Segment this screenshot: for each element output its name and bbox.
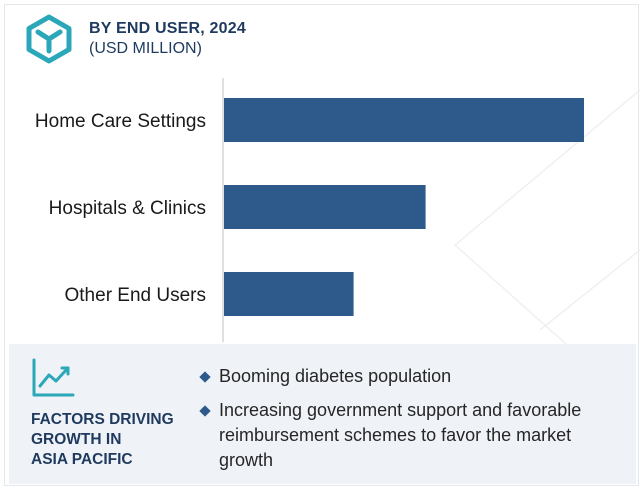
chart-subtitle: (USD MILLION) bbox=[89, 40, 202, 57]
list-item: Increasing government support and favora… bbox=[199, 398, 629, 473]
category-label: Other End Users bbox=[65, 285, 207, 306]
chart-title: BY END USER, 2024 bbox=[89, 20, 246, 37]
bar-group bbox=[224, 98, 584, 316]
factor-text: Booming diabetes population bbox=[219, 366, 452, 386]
category-label: Home Care Settings bbox=[35, 111, 206, 132]
factors-panel: FACTORS DRIVING GROWTH IN ASIA PACIFIC B… bbox=[9, 344, 636, 484]
trend-line-icon bbox=[32, 358, 75, 397]
factors-heading-line: ASIA PACIFIC bbox=[31, 451, 133, 468]
category-label-group: Home Care Settings Hospitals & Clinics Oth… bbox=[35, 111, 206, 306]
diamond-bullet-icon bbox=[199, 371, 211, 383]
bar-other-end-users bbox=[224, 272, 354, 316]
factors-heading-line: GROWTH IN bbox=[31, 431, 122, 448]
factors-heading: FACTORS DRIVING GROWTH IN ASIA PACIFIC bbox=[31, 410, 181, 470]
factor-text: Increasing government support and favora… bbox=[219, 400, 582, 470]
factors-list: Booming diabetes population Increasing g… bbox=[199, 364, 629, 482]
bar-chart: Home Care Settings Hospitals & Clinics Oth… bbox=[35, 78, 641, 344]
diamond-bullet-icon bbox=[199, 405, 211, 417]
bar-hospitals-clinics bbox=[224, 185, 426, 229]
list-item: Booming diabetes population bbox=[199, 364, 629, 389]
hexagon-logo-icon bbox=[26, 14, 72, 64]
bar-home-care-settings bbox=[224, 98, 584, 142]
factors-heading-line: FACTORS DRIVING bbox=[31, 411, 174, 428]
category-label: Hospitals & Clinics bbox=[49, 198, 206, 219]
